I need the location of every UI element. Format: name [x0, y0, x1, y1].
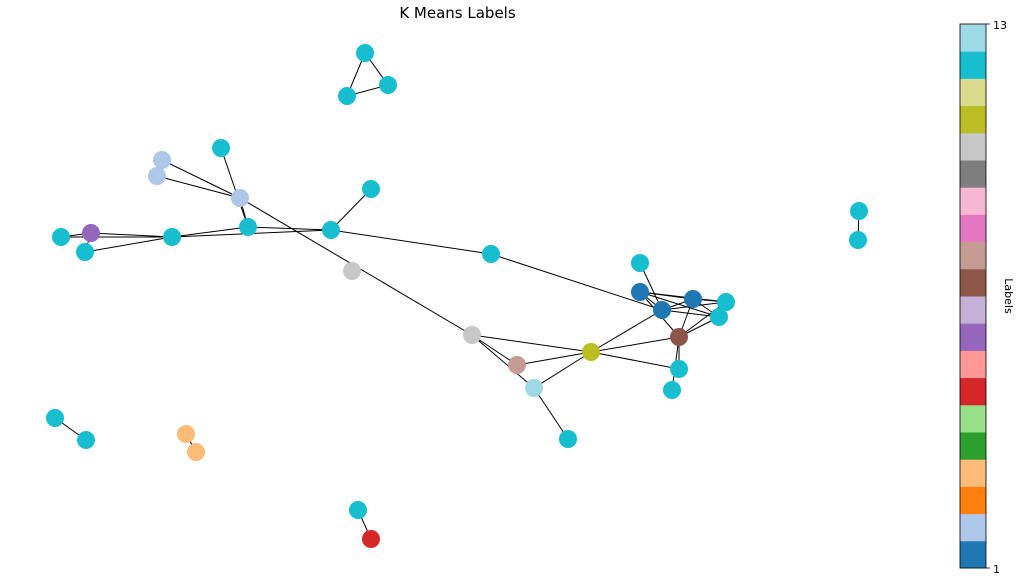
- graph-edge: [590, 336, 680, 353]
- graph-edge: [639, 291, 720, 318]
- colorbar-swatch: [960, 350, 986, 379]
- colorbar-swatch: [960, 432, 986, 460]
- colorbar-swatch: [960, 160, 986, 188]
- graph-node: [508, 356, 526, 374]
- graph-node: [77, 431, 95, 449]
- colorbar-swatch: [960, 323, 986, 351]
- colorbar-swatch: [960, 404, 986, 433]
- graph-node: [212, 139, 230, 157]
- colorbar: [959, 23, 990, 569]
- colorbar-swatch: [960, 486, 986, 515]
- graph-node: [850, 202, 868, 220]
- colorbar-swatch: [960, 187, 986, 215]
- graph-edge: [90, 232, 173, 238]
- graph-edge: [533, 387, 569, 440]
- graph-edge: [330, 188, 372, 231]
- graph-edge: [533, 351, 592, 389]
- graph-edge: [471, 334, 592, 353]
- graph-node: [362, 180, 380, 198]
- graph-node: [463, 326, 481, 344]
- colorbar-frame: [959, 23, 987, 569]
- colorbar-swatch: [960, 540, 986, 569]
- graph-node: [187, 443, 205, 461]
- colorbar-swatch: [960, 105, 986, 134]
- graph-node: [153, 151, 171, 169]
- graph-node: [356, 44, 374, 62]
- graph-node: [362, 530, 380, 548]
- graph-node: [684, 290, 702, 308]
- colorbar-swatch: [960, 24, 986, 52]
- graph-edge: [590, 309, 663, 353]
- graph-edge: [247, 226, 332, 231]
- graph-node: [343, 262, 361, 280]
- graph-edge: [661, 309, 720, 318]
- node-layer: [46, 44, 868, 548]
- graph-node: [482, 245, 500, 263]
- graph-node: [670, 328, 688, 346]
- colorbar-swatch: [960, 241, 986, 270]
- colorbar-swatch: [960, 296, 986, 324]
- colorbar-swatch: [960, 513, 986, 542]
- graph-node: [582, 343, 600, 361]
- graph-node: [76, 243, 94, 261]
- colorbar-swatch: [960, 132, 986, 161]
- graph-node: [52, 228, 70, 246]
- graph-node: [849, 231, 867, 249]
- colorbar-swatch: [960, 268, 986, 297]
- graph-node: [379, 76, 397, 94]
- graph-node: [559, 430, 577, 448]
- graph-edge: [330, 229, 492, 255]
- graph-node: [322, 221, 340, 239]
- graph-node: [231, 189, 249, 207]
- graph-edge: [471, 334, 535, 389]
- graph-node: [670, 360, 688, 378]
- graph-node: [717, 293, 735, 311]
- colorbar-max-tick: 13: [993, 19, 1007, 32]
- graph-node: [148, 167, 166, 185]
- graph-node: [653, 301, 671, 319]
- chart-title: K Means Labels: [399, 4, 516, 22]
- colorbar-swatch: [960, 78, 986, 107]
- graph-node: [82, 224, 100, 242]
- graph-node: [525, 379, 543, 397]
- graph-edge: [490, 253, 663, 311]
- edge-layer: [54, 52, 860, 540]
- graph-node: [710, 308, 728, 326]
- graph-node: [46, 409, 64, 427]
- graph-edge: [84, 236, 173, 253]
- graph-node: [631, 283, 649, 301]
- colorbar-label: Labels: [1002, 278, 1015, 314]
- graph-node: [239, 218, 257, 236]
- colorbar-swatch: [960, 459, 986, 487]
- graph-edge: [516, 351, 592, 366]
- graph-node: [338, 87, 356, 105]
- graph-edge: [171, 226, 249, 238]
- graph-node: [177, 425, 195, 443]
- graph-edge: [471, 334, 518, 366]
- colorbar-min-tick: 1: [993, 563, 1000, 576]
- graph-node: [631, 254, 649, 272]
- graph-node: [663, 381, 681, 399]
- graph-node: [163, 228, 181, 246]
- colorbar-swatch: [960, 377, 986, 406]
- colorbar-swatch: [960, 214, 986, 243]
- graph-edge: [161, 159, 241, 199]
- graph-edge: [590, 351, 680, 370]
- colorbar-swatch: [960, 51, 986, 79]
- graph-edge: [156, 175, 241, 199]
- graph-edge: [220, 147, 249, 228]
- graph-node: [349, 501, 367, 519]
- graph-edge: [678, 301, 727, 338]
